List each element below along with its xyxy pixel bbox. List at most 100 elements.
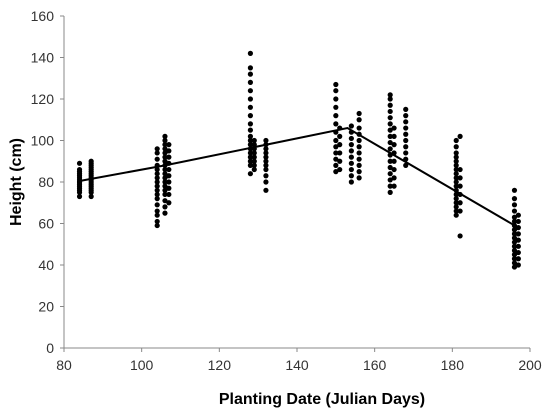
data-point <box>166 173 172 179</box>
data-point <box>511 214 518 220</box>
data-point <box>247 79 253 85</box>
data-point <box>333 162 339 168</box>
data-point <box>162 187 168 193</box>
data-point <box>263 187 269 193</box>
data-point <box>162 154 168 160</box>
data-point <box>403 131 409 137</box>
data-point <box>263 154 269 160</box>
data-point <box>166 142 172 148</box>
data-point <box>333 96 339 102</box>
data-point <box>154 166 160 173</box>
data-point <box>453 154 459 160</box>
data-point <box>391 158 397 164</box>
data-point <box>247 88 253 94</box>
data-point <box>154 171 160 177</box>
data-point <box>166 154 172 160</box>
data-point <box>387 171 393 177</box>
data-point <box>247 121 253 127</box>
data-point <box>453 208 459 214</box>
y-tick-label: 20 <box>38 299 54 315</box>
data-point <box>391 166 397 173</box>
data-point <box>251 137 257 144</box>
data-point <box>356 156 362 162</box>
data-point <box>162 158 168 164</box>
data-point <box>515 237 521 243</box>
data-point <box>511 239 518 245</box>
data-point <box>247 104 253 110</box>
y-axis-ticks: 0 20 40 60 80 100 120 140 160 <box>31 8 64 356</box>
data-point <box>251 150 257 156</box>
y-tick-label: 0 <box>46 340 54 356</box>
data-point <box>387 146 393 152</box>
data-point <box>247 154 253 160</box>
y-tick-label: 120 <box>31 91 55 107</box>
data-point <box>162 183 168 189</box>
data-point <box>453 204 459 210</box>
y-tick-label: 40 <box>38 257 54 273</box>
data-point <box>337 166 343 173</box>
data-point <box>263 137 269 144</box>
data-point <box>333 156 339 162</box>
data-point <box>511 208 518 214</box>
data-point <box>511 264 518 270</box>
data-point <box>251 162 257 168</box>
data-point <box>356 125 362 131</box>
data-point <box>247 171 253 177</box>
data-point <box>515 212 521 218</box>
data-point <box>162 210 168 216</box>
data-point <box>387 108 393 115</box>
x-axis-title: Planting Date (Julian Days) <box>219 391 425 408</box>
data-point <box>154 156 160 162</box>
data-point <box>154 196 160 202</box>
data-point <box>511 218 518 225</box>
data-point <box>333 113 339 119</box>
data-point <box>391 133 397 139</box>
data-point <box>356 175 362 181</box>
data-point <box>247 113 253 119</box>
data-point <box>453 166 459 173</box>
data-point <box>333 81 339 88</box>
data-point <box>247 96 253 102</box>
data-point <box>348 142 354 148</box>
data-point <box>154 150 160 156</box>
data-point <box>263 158 269 164</box>
data-point <box>515 218 521 225</box>
data-point <box>348 135 354 142</box>
y-tick-label: 100 <box>31 133 55 149</box>
data-point <box>453 137 459 144</box>
data-point <box>251 166 257 173</box>
data-point <box>247 137 253 144</box>
data-point <box>154 208 160 214</box>
data-point <box>403 162 409 168</box>
data-point <box>403 119 409 125</box>
data-point <box>154 202 160 208</box>
data-point <box>457 166 463 173</box>
data-point <box>387 177 393 183</box>
data-point <box>348 154 354 160</box>
data-point <box>166 191 172 198</box>
data-point <box>457 175 463 181</box>
data-point <box>348 148 354 154</box>
data-point <box>247 162 253 168</box>
data-point <box>333 144 339 150</box>
data-point <box>263 166 269 173</box>
data-point <box>403 106 409 112</box>
x-tick-label: 160 <box>363 357 387 373</box>
data-point <box>333 169 339 175</box>
data-point <box>457 208 463 214</box>
data-point <box>511 235 518 241</box>
data-point <box>387 96 393 102</box>
data-point <box>356 169 362 175</box>
data-point <box>511 260 518 266</box>
data-point <box>166 200 172 206</box>
data-point <box>251 158 257 164</box>
data-point <box>515 262 521 268</box>
data-point <box>511 243 518 249</box>
data-point <box>247 150 253 156</box>
data-point <box>515 243 521 249</box>
data-point <box>453 158 459 164</box>
data-point <box>515 231 521 237</box>
data-point <box>356 150 362 156</box>
data-point <box>356 137 362 144</box>
